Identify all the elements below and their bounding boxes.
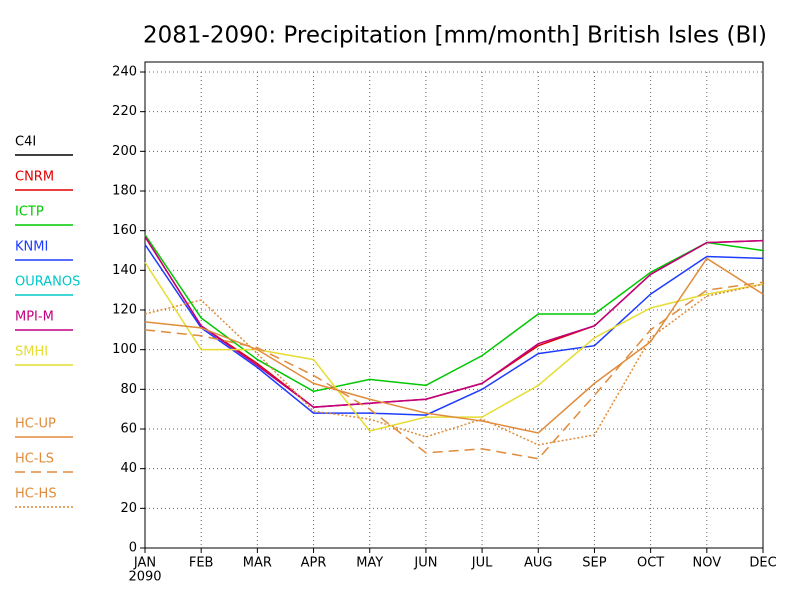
y-tick-label: 200 [112,144,137,159]
x-tick-label: AUG [524,556,552,571]
y-tick-label: 220 [112,104,137,119]
legend-label: CNRM [15,170,54,185]
x-tick-label: FEB [189,556,214,571]
y-tick-label: 0 [129,541,137,556]
x-tick-label: SEP [582,556,606,571]
y-tick-label: 140 [112,263,137,278]
series-line [144,244,764,416]
x-tick-label: MAY [356,556,383,571]
y-tick-label: 180 [112,184,137,199]
x-tick-label: JUN [413,556,437,571]
x-tick-label: DEC [749,556,776,571]
y-tick-label: 60 [120,422,137,437]
x-tick-label: JUL [471,556,493,571]
x-tick-label: MAR [243,556,272,571]
legend-label: SMHI [15,345,48,360]
y-tick-label: 80 [120,382,137,397]
legend-label: HC-LS [15,452,54,467]
legend-label: ICTP [15,205,44,220]
series-line [144,236,764,408]
chart-title: 2081-2090: Precipitation [mm/month] Brit… [143,23,767,49]
x-sublabel: 2090 [128,570,161,585]
legend-label: C4I [15,135,36,150]
y-tick-label: 20 [120,501,137,516]
x-tick-label: APR [301,556,327,571]
series-line [144,234,764,393]
x-tick-label: NOV [693,556,722,571]
y-tick-label: 100 [112,342,137,357]
y-tick-label: 40 [120,461,137,476]
x-tick-label: JAN [133,556,156,571]
x-tick-label: OCT [637,556,664,571]
legend-label: OURANOS [15,275,80,290]
y-tick-label: 120 [112,303,137,318]
plot-frame [144,61,764,549]
legend-label: MPI-M [15,310,54,325]
legend-label: HC-HS [15,487,57,502]
legend-label: HC-UP [15,417,56,432]
legend-label: KNMI [15,240,48,255]
y-tick-label: 160 [112,223,137,238]
series-line [144,283,764,446]
series-line [144,281,764,460]
y-tick-label: 240 [112,65,137,80]
